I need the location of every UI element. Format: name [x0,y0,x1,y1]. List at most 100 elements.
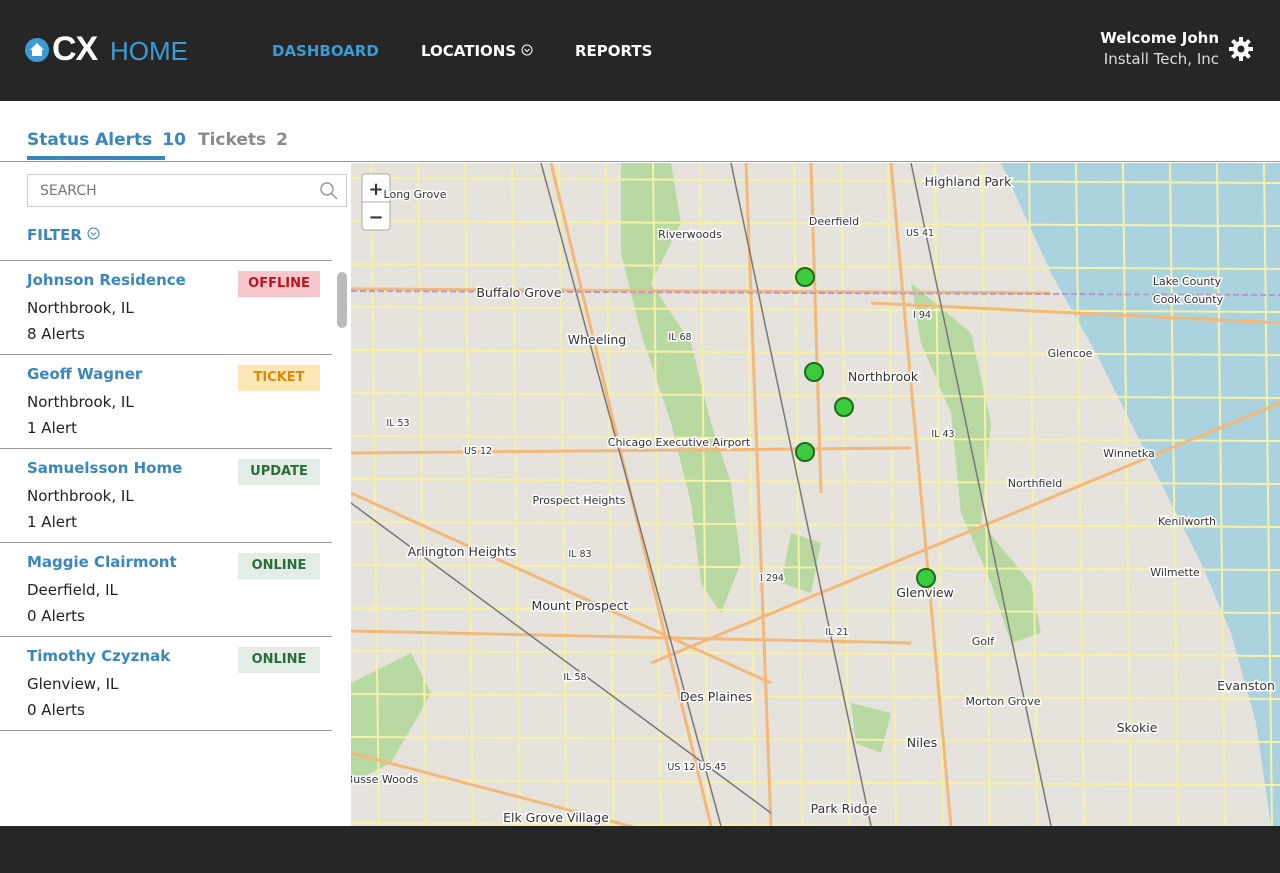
map-label: Northfield [1008,477,1063,490]
location-city: Deerfield, IL [27,581,118,599]
map-label: Kenilworth [1158,515,1216,528]
map-label: US 12 US 45 [667,762,726,773]
location-city: Northbrook, IL [27,299,134,317]
map-label: Mount Prospect [532,598,629,613]
map[interactable]: + − Highland Park Long Grove Riverwoods Dee… [351,163,1280,826]
status-badge: UPDATE [238,459,320,485]
top-bar: CX HOME DASHBOARD LOCATIONS REPORTS Welc… [0,0,1280,101]
nav-link[interactable]: REPORTS [575,42,652,60]
location-name: Johnson Residence [27,271,186,289]
alert-count: 1 Alert [27,513,77,531]
location-item[interactable]: Maggie Clairmont Deerfield, IL 0 Alerts ONL… [0,543,332,637]
zoom-out[interactable]: − [368,207,383,228]
location-marker[interactable] [835,398,853,416]
settings-icon[interactable] [1229,37,1253,61]
zoom-in[interactable]: + [368,179,383,200]
map-label: IL 53 [386,418,409,429]
map-label: Deerfield [809,215,859,228]
map-label: Skokie [1117,720,1158,735]
tab[interactable]: Tickets 2 [198,130,288,150]
map-label: I 94 [913,310,931,321]
map-label: Chicago Executive Airport [608,436,751,449]
map-label: Elk Grove Village [503,810,609,825]
tab[interactable]: Status Alerts 10 [27,130,186,150]
location-name: Timothy Czyznak [27,647,170,665]
alert-count: 0 Alerts [27,607,85,625]
location-list: Johnson Residence Northbrook, IL 8 Alerts O… [0,261,332,731]
location-city: Northbrook, IL [27,487,134,505]
tab-underline [27,156,165,160]
map-label: Des Plaines [680,689,752,704]
map-label: US 41 [906,228,934,239]
map-label: IL 58 [563,672,586,683]
filter-label: FILTER [27,226,82,244]
map-label: Lake County [1153,275,1222,288]
location-item[interactable]: Timothy Czyznak Glenview, IL 0 Alerts ONLIN… [0,637,332,731]
location-marker[interactable] [917,569,935,587]
status-badge: ONLINE [238,553,320,579]
company: Install Tech, Inc [1104,50,1219,68]
chevron [87,227,100,240]
map-label: Long Grove [384,188,447,201]
map-label: Cook County [1153,293,1224,306]
map-label: IL 83 [568,549,591,560]
nav-text: LOCATIONS [421,42,516,60]
location-marker[interactable] [805,363,823,381]
search-input[interactable]: SEARCH [27,174,347,207]
status-badge: OFFLINE [238,271,320,297]
map-label: Arlington Heights [408,544,517,559]
location-name: Maggie Clairmont [27,553,177,571]
home-icon [24,37,50,63]
map-label: Busse Woods [351,773,419,786]
map-label: Wheeling [568,332,626,347]
divider [0,161,1280,162]
location-item[interactable]: Geoff Wagner Northbrook, IL 1 Alert TICKET [0,355,332,449]
search-icon [320,182,338,200]
alert-count: 1 Alert [27,419,77,437]
map-label: IL 43 [931,429,954,440]
map-label: Buffalo Grove [476,285,561,300]
logo-home: HOME [110,36,188,67]
chevron [521,44,533,56]
tab-label: Status Alerts [27,130,152,150]
status-badge: TICKET [238,365,320,391]
map-label: Glencoe [1048,347,1093,360]
map-label: US 12 [464,446,492,457]
location-marker[interactable] [796,443,814,461]
location-marker[interactable] [796,268,814,286]
search-placeholder: SEARCH [40,183,97,199]
tab-label: Tickets [198,130,266,150]
tab-count: 2 [276,130,288,150]
alert-count: 8 Alerts [27,325,85,343]
scrollbar [337,272,347,328]
nav-link[interactable]: LOCATIONS [421,42,533,60]
location-item[interactable]: Samuelsson Home Northbrook, IL 1 Alert UPDA… [0,449,332,543]
map-label: Morton Grove [965,695,1040,708]
map-label: Highland Park [925,174,1012,189]
location-city: Northbrook, IL [27,393,134,411]
location-name: Geoff Wagner [27,365,142,383]
map-label: IL 68 [668,332,691,343]
location-item[interactable]: Johnson Residence Northbrook, IL 8 Alerts O… [0,261,332,355]
map-label: Niles [907,735,938,750]
logo-cx: CX [52,30,97,69]
location-city: Glenview, IL [27,675,118,693]
location-name: Samuelsson Home [27,459,182,477]
map-label: Golf [972,635,995,648]
map-label: I 294 [760,573,784,584]
map-label: Evanston [1217,678,1275,693]
filter-button[interactable]: FILTER [27,226,100,244]
map-label: Northbrook [848,369,919,384]
map-label: Riverwoods [658,228,722,241]
welcome: Welcome John [1100,29,1219,47]
map-label: Wilmette [1150,566,1200,579]
footer [0,826,1280,873]
map-label: Winnetka [1103,447,1155,460]
status-badge: ONLINE [238,647,320,673]
map-label: IL 21 [825,627,848,638]
alert-count: 0 Alerts [27,701,85,719]
map-label: Prospect Heights [533,494,626,507]
tab-count: 10 [162,130,186,150]
nav-link[interactable]: DASHBOARD [272,42,379,60]
